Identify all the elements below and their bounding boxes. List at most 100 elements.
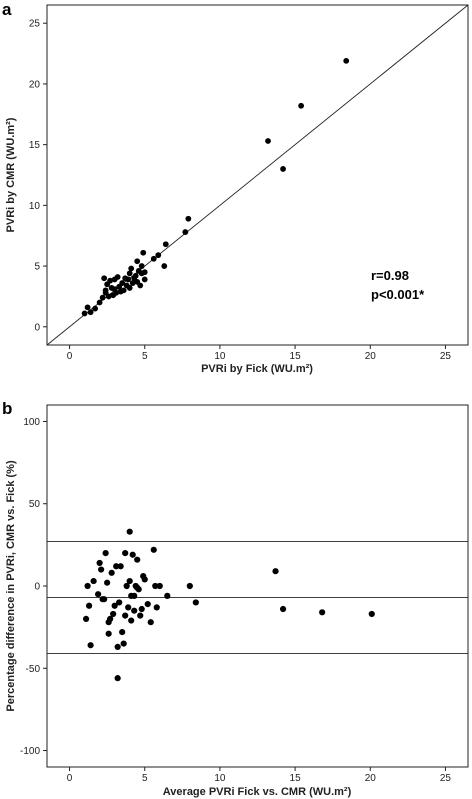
- data-point: [102, 549, 109, 557]
- panel-b-x-axis: 0 5 10 15 20 25: [67, 767, 452, 784]
- panel-b-y-axis-label: Percentage difference in PVRi, CMR vs. F…: [5, 460, 17, 712]
- data-point: [164, 592, 171, 599]
- data-point: [105, 630, 112, 637]
- data-point: [155, 252, 162, 259]
- y-tick-label: 20: [29, 79, 41, 90]
- x-tick-label: 25: [440, 773, 452, 784]
- data-point: [279, 605, 287, 613]
- y-tick-label: 0: [34, 582, 40, 593]
- data-point: [140, 249, 147, 256]
- panel-a-frame: [46, 4, 469, 346]
- data-point: [114, 274, 121, 280]
- y-tick-label: 15: [29, 140, 41, 151]
- data-point: [114, 675, 121, 682]
- panel-a-x-axis: 0 5 10 15 20 25: [67, 345, 451, 362]
- panel-a-y-axis: 0 5 10 15 20 25: [29, 19, 47, 333]
- data-point: [82, 615, 90, 623]
- data-point: [134, 556, 141, 563]
- data-point: [95, 591, 102, 598]
- y-tick-label: 0: [34, 322, 40, 333]
- data-point: [192, 599, 199, 606]
- data-point: [131, 592, 138, 599]
- data-point: [107, 615, 114, 623]
- data-point: [272, 568, 279, 575]
- data-point: [150, 255, 157, 262]
- data-point: [368, 610, 375, 618]
- data-point: [138, 263, 145, 269]
- data-point: [108, 569, 115, 576]
- panel-b-y-axis: -100 -50 0 50 100: [20, 417, 47, 757]
- data-point: [101, 596, 108, 603]
- data-point: [113, 563, 120, 570]
- data-point: [280, 166, 286, 172]
- data-point: [131, 607, 138, 614]
- x-tick-label: 5: [142, 773, 148, 784]
- data-point: [141, 276, 148, 283]
- data-point: [123, 582, 130, 590]
- data-point: [141, 576, 148, 583]
- data-point: [134, 258, 141, 265]
- x-tick-label: 10: [214, 773, 226, 784]
- data-point: [132, 272, 139, 279]
- data-point: [98, 566, 105, 573]
- data-point: [114, 643, 121, 650]
- data-point: [96, 559, 103, 567]
- data-point: [119, 280, 126, 286]
- data-point: [126, 270, 133, 277]
- panel-b-scatter: b 0 5 10 15 20 25 -100 -50 0 50 100 Average PVRi …: [2, 399, 469, 798]
- data-point: [104, 579, 111, 586]
- data-point: [186, 582, 193, 590]
- data-point: [319, 609, 326, 616]
- data-point: [99, 294, 106, 301]
- data-point: [265, 138, 271, 144]
- data-point: [87, 642, 94, 649]
- data-point: [116, 599, 123, 606]
- x-tick-label: 15: [290, 351, 302, 362]
- data-point: [107, 277, 114, 284]
- panel-b-frame: [46, 404, 469, 768]
- y-tick-label: 25: [29, 19, 41, 30]
- panel-b-label: b: [2, 399, 12, 418]
- data-point: [144, 601, 151, 608]
- y-tick-label: -100: [20, 746, 40, 757]
- data-point: [182, 229, 189, 235]
- x-tick-label: 5: [142, 351, 148, 362]
- data-point: [119, 628, 126, 636]
- data-point: [161, 263, 168, 269]
- data-point: [156, 582, 163, 590]
- data-point: [96, 299, 103, 306]
- x-tick-label: 10: [214, 351, 226, 362]
- panel-a-y-axis-label: PVRi by CMR (WU.m²): [5, 117, 17, 232]
- data-point: [105, 293, 112, 300]
- panel-b-x-axis-label: Average PVRi Fick vs. CMR (WU.m²): [163, 786, 352, 798]
- data-point: [125, 276, 132, 283]
- data-point: [153, 604, 160, 611]
- data-point: [129, 280, 136, 286]
- data-point: [137, 612, 144, 619]
- data-point: [129, 551, 136, 558]
- data-point: [84, 304, 91, 311]
- x-tick-label: 20: [365, 773, 377, 784]
- data-point: [126, 577, 133, 585]
- y-tick-label: 50: [29, 499, 41, 510]
- data-point: [122, 612, 129, 619]
- y-tick-label: 10: [29, 201, 41, 212]
- data-point: [135, 586, 142, 593]
- data-point: [122, 549, 129, 557]
- data-point: [343, 57, 350, 64]
- data-point: [117, 563, 124, 570]
- pvalue-annotation: p<0.001*: [371, 287, 425, 302]
- panel-a-points: [81, 57, 350, 317]
- data-point: [185, 215, 192, 222]
- data-point: [128, 265, 135, 272]
- data-point: [162, 241, 169, 248]
- data-point: [81, 310, 88, 317]
- x-tick-label: 15: [290, 773, 302, 784]
- y-tick-label: 100: [23, 417, 40, 428]
- data-point: [152, 582, 159, 590]
- panel-b-reference-lines: [47, 541, 468, 654]
- data-point: [101, 275, 108, 282]
- panel-a-label: a: [2, 0, 12, 19]
- data-point: [141, 269, 148, 276]
